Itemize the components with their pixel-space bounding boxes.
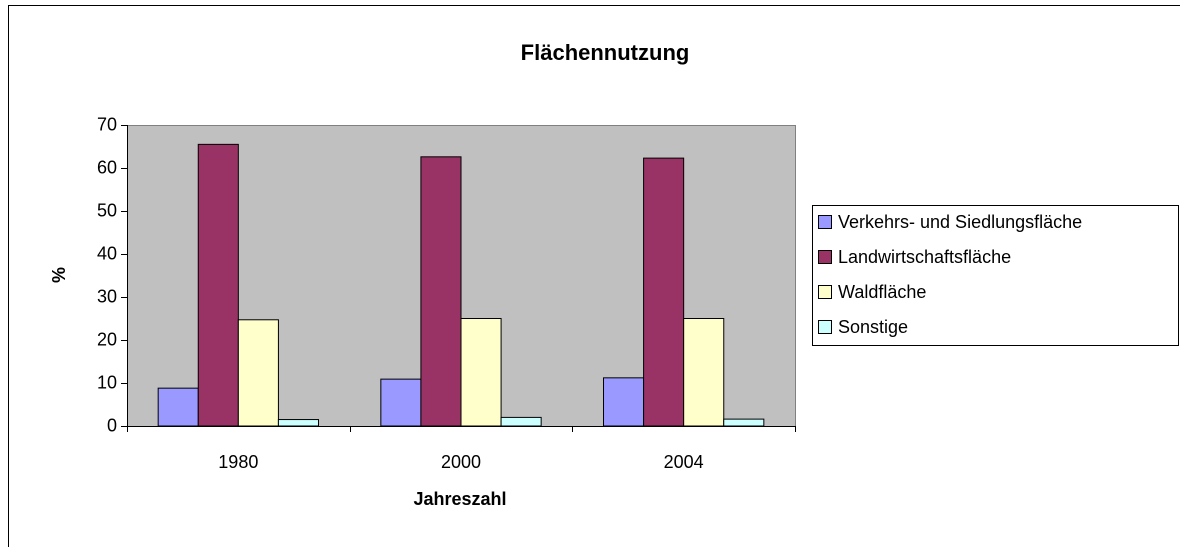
legend-label: Sonstige (838, 317, 908, 337)
bar (603, 377, 645, 427)
chart-title: Flächennutzung (521, 40, 690, 65)
y-tick-label: 40 (97, 243, 117, 263)
bar (157, 387, 199, 427)
legend-swatch (818, 250, 832, 264)
bar (237, 319, 279, 427)
bar (683, 318, 725, 427)
y-tick-label: 20 (97, 329, 117, 349)
legend-label: Verkehrs- und Siedlungsfläche (838, 212, 1082, 232)
legend-swatch (818, 215, 832, 229)
y-tick-label: 30 (97, 286, 117, 306)
bar (197, 143, 239, 427)
bar (643, 157, 685, 427)
y-tick-label: 0 (107, 415, 117, 435)
legend-label: Landwirtschaftsfläche (838, 247, 1011, 267)
legend-label: Waldfläche (838, 282, 926, 302)
legend (812, 205, 1179, 346)
y-tick-label: 50 (97, 200, 117, 220)
legend-swatch (818, 320, 832, 334)
bar (277, 419, 319, 427)
y-tick-label: 70 (97, 114, 117, 134)
x-tick-label: 2000 (441, 452, 481, 472)
x-tick-label: 1980 (218, 452, 258, 472)
y-tick-label: 60 (97, 157, 117, 177)
bar (420, 156, 462, 427)
y-tick-label: 10 (97, 372, 117, 392)
bar (380, 378, 422, 427)
x-tick-label: 2004 (664, 452, 704, 472)
y-axis-title: % (49, 267, 69, 283)
legend-swatch (818, 285, 832, 299)
bar (500, 416, 542, 427)
bar (723, 418, 765, 427)
x-axis-title: Jahreszahl (413, 489, 506, 509)
bar (460, 318, 502, 427)
